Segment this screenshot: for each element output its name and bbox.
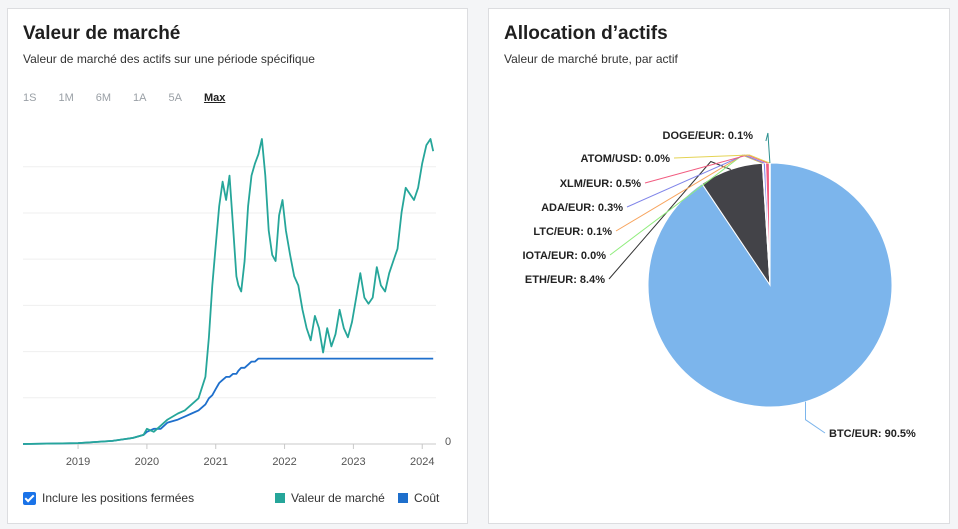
- line-chart-grid: [23, 166, 436, 445]
- include-closed-label: Inclure les positions fermées: [42, 491, 195, 505]
- include-closed-checkbox-row[interactable]: Inclure les positions fermées: [23, 491, 194, 505]
- pie-data-label: ADA/EUR: 0.3%: [541, 202, 623, 214]
- y-tick-label: 0: [445, 436, 451, 448]
- pie-data-label: DOGE/EUR: 0.1%: [663, 130, 754, 142]
- x-tick-label: 2022: [272, 456, 296, 468]
- range-1m[interactable]: 1M: [58, 92, 74, 104]
- pie-slice-dogeeur: [769, 162, 771, 286]
- legend-cost[interactable]: Coût: [398, 491, 439, 505]
- legend-cost-label: Coût: [414, 491, 440, 505]
- pie-data-label: IOTA/EUR: 0.0%: [522, 250, 606, 262]
- pie-label-connector: [765, 132, 771, 164]
- x-tick-label: 2020: [135, 456, 159, 468]
- range-1s[interactable]: 1S: [23, 92, 37, 104]
- pie-data-label: ETH/EUR: 8.4%: [525, 274, 605, 286]
- legend-market-value[interactable]: Valeur de marché: [275, 491, 385, 505]
- range-5a[interactable]: 5A: [168, 92, 182, 104]
- asset-allocation-card: Allocation d’actifs Valeur de marché bru…: [488, 8, 950, 524]
- line-chart-x-axis: 2019 2020 2021 2022 2023 2024 0: [66, 436, 451, 468]
- pie-data-label: ATOM/USD: 0.0%: [581, 153, 671, 165]
- pie-data-label: BTC/EUR: 90.5%: [829, 428, 916, 440]
- range-6m[interactable]: 6M: [95, 92, 112, 104]
- market-value-title: Valeur de marché: [23, 23, 181, 44]
- legend-cost-swatch: [398, 493, 408, 503]
- cost-series-line: [22, 357, 434, 445]
- asset-allocation-pie-chart: BTC/EUR: 90.5% ETH/EUR: 8.4% IOTA/EUR: 0.0…: [522, 130, 916, 440]
- pie-label-connector: [673, 154, 770, 164]
- market-value-line-chart: 2019 2020 2021 2022 2023 2024 0: [22, 138, 451, 468]
- x-tick-label: 2023: [341, 456, 365, 468]
- x-tick-label: 2021: [203, 456, 227, 468]
- asset-allocation-subtitle: Valeur de marché brute, par actif: [504, 52, 678, 66]
- range-selector: 1S 1M 6M 1A 5A Max: [23, 92, 247, 104]
- x-tick-label: 2024: [410, 456, 434, 468]
- include-closed-checkbox[interactable]: [23, 491, 36, 505]
- pie-data-label: XLM/EUR: 0.5%: [560, 178, 642, 190]
- market-value-series-line: [22, 138, 435, 445]
- pie-label-connector: [805, 401, 826, 434]
- x-tick-label: 2019: [66, 456, 90, 468]
- range-1a[interactable]: 1A: [133, 92, 147, 104]
- legend-market-swatch: [275, 493, 285, 503]
- range-max[interactable]: Max: [203, 92, 226, 104]
- asset-allocation-title: Allocation d’actifs: [504, 23, 668, 44]
- market-value-card: Valeur de marché Valeur de marché des ac…: [7, 8, 468, 524]
- legend-market-label: Valeur de marché: [291, 491, 385, 505]
- pie-data-label: LTC/EUR: 0.1%: [533, 226, 612, 238]
- market-value-subtitle: Valeur de marché des actifs sur une péri…: [23, 52, 315, 66]
